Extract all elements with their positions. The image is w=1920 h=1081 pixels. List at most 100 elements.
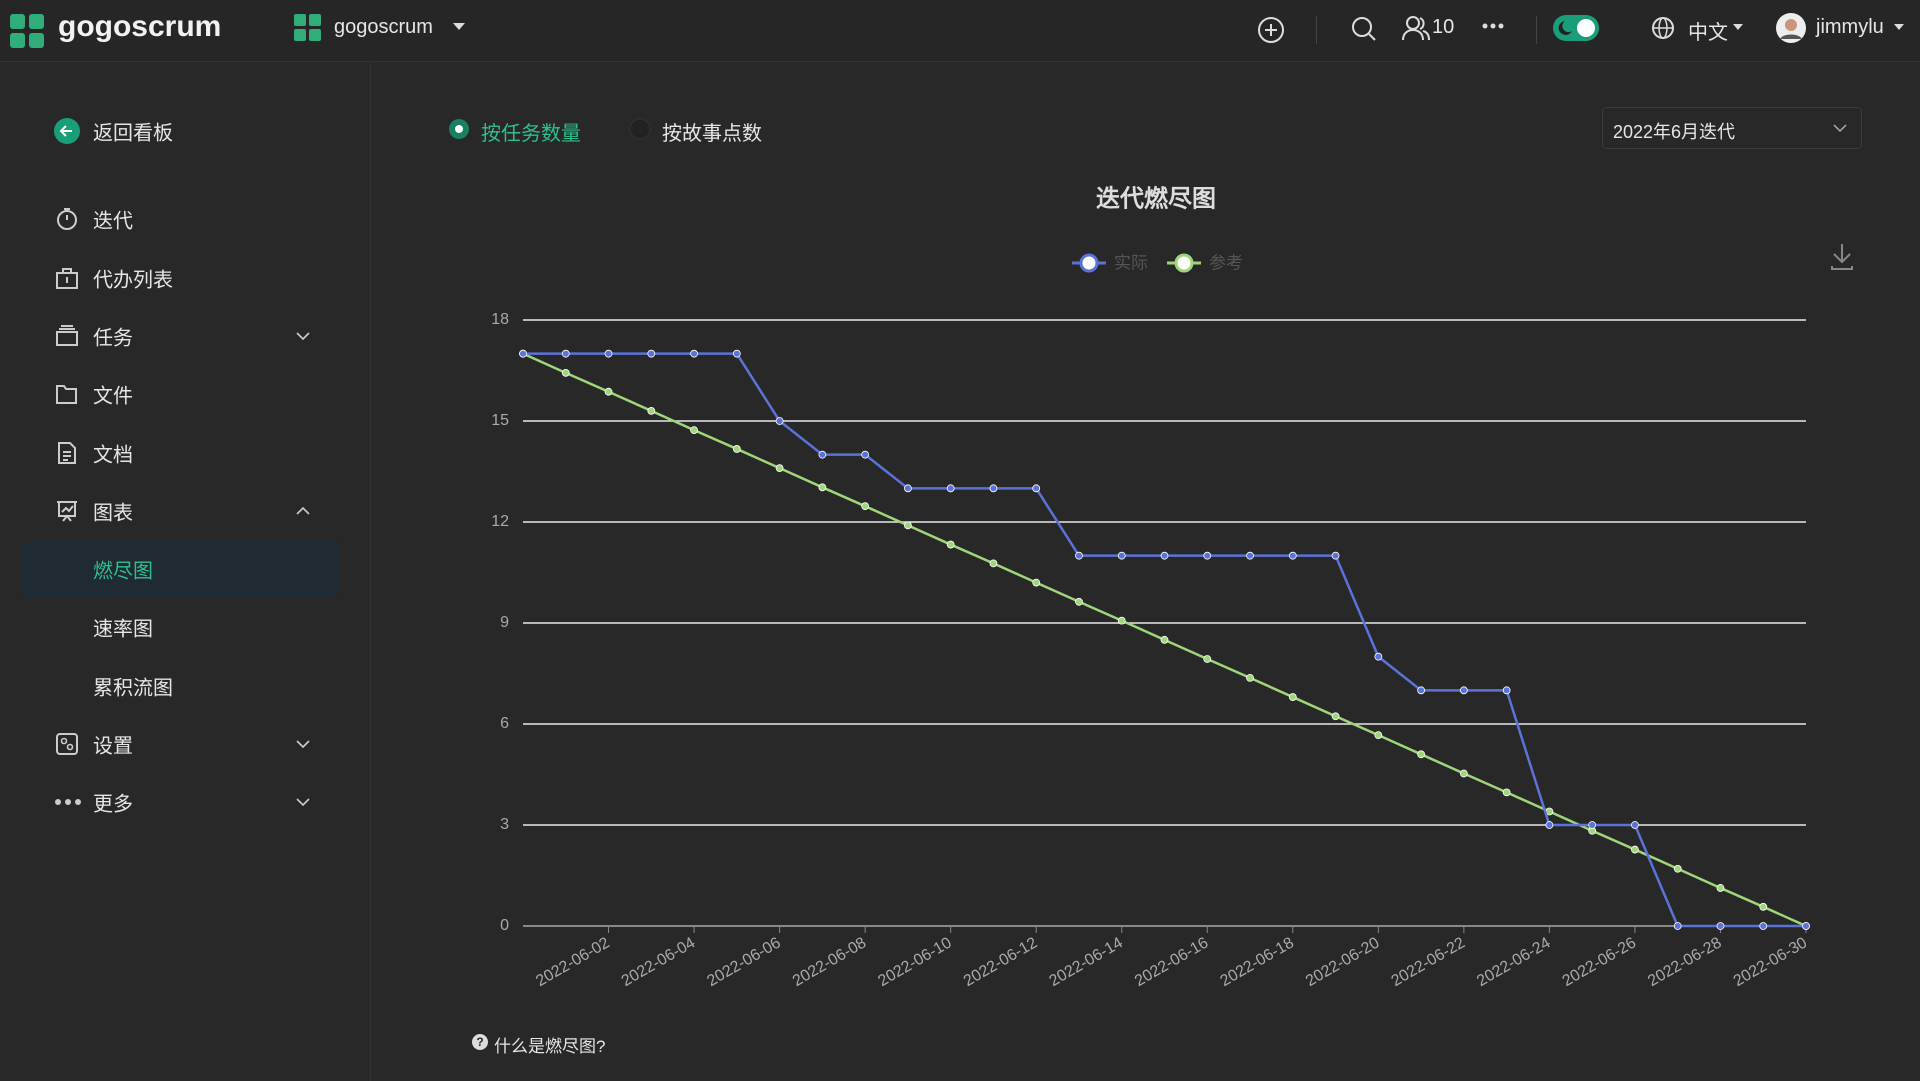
- y-tick-label: 9: [500, 614, 509, 631]
- data-point: [1759, 902, 1768, 911]
- y-tick-label: 3: [500, 816, 509, 833]
- x-tick-label: 2022-06-04: [619, 934, 698, 990]
- data-point: [1288, 551, 1297, 560]
- username[interactable]: jimmylu: [1816, 16, 1884, 38]
- legend-item[interactable]: 实际: [1072, 253, 1148, 273]
- data-point: [1673, 864, 1682, 873]
- data-point: [1203, 655, 1212, 663]
- radio-unchecked[interactable]: [629, 118, 651, 140]
- legend-marker: [1174, 253, 1194, 273]
- data-point: [647, 349, 656, 358]
- dropdown-caret: [1733, 24, 1743, 30]
- y-tick-label: 0: [500, 917, 509, 934]
- data-point: [1075, 551, 1083, 560]
- data-point: [604, 387, 613, 396]
- data-point: [1417, 750, 1425, 759]
- nav-item[interactable]: 任务: [93, 327, 133, 350]
- nav-item[interactable]: 迭代: [93, 210, 133, 233]
- data-point: [1203, 551, 1212, 560]
- nav-subitem-active[interactable]: 燃尽图: [93, 560, 153, 583]
- nav-subitem[interactable]: 累积流图: [93, 677, 173, 700]
- chevron-down: [1833, 124, 1847, 133]
- data-point: [775, 417, 784, 425]
- data-point: [1032, 578, 1041, 587]
- data-point: [818, 450, 827, 459]
- y-tick-label: 18: [491, 311, 509, 328]
- x-tick-label: 2022-06-18: [1218, 934, 1297, 990]
- nav-item[interactable]: 代办列表: [93, 269, 173, 292]
- data-point: [561, 368, 570, 377]
- nav-subitem[interactable]: 速率图: [93, 618, 153, 641]
- download-icon[interactable]: [1831, 244, 1853, 270]
- language[interactable]: 中文: [1688, 22, 1728, 44]
- search-icon[interactable]: [1350, 15, 1378, 43]
- data-point: [1459, 769, 1468, 778]
- chart-title: 迭代燃尽图: [1096, 185, 1216, 212]
- data-point: [989, 559, 998, 568]
- data-point: [690, 426, 698, 434]
- x-tick-label: 2022-06-30: [1731, 934, 1810, 990]
- data-point: [647, 406, 656, 415]
- y-tick-label: 6: [500, 715, 509, 732]
- chevron-down: [296, 332, 310, 341]
- chevron-up: [296, 506, 310, 515]
- project-name[interactable]: gogoscrum: [334, 16, 433, 38]
- divider: [1536, 16, 1537, 44]
- backlog-icon: [56, 268, 78, 289]
- radio-label[interactable]: 按故事点数: [662, 123, 762, 145]
- data-point: [1160, 551, 1169, 560]
- sprint-value: 2022年6月迭代: [1613, 122, 1736, 142]
- y-tick-label: 15: [491, 412, 509, 429]
- header: gogoscrum gogoscrum 10 中文 jimmylu: [0, 0, 1920, 62]
- data-point: [1374, 652, 1383, 661]
- x-tick-label: 2022-06-16: [1132, 934, 1211, 990]
- nav-item[interactable]: 文件: [93, 385, 133, 408]
- x-tick-label: 2022-06-10: [875, 934, 954, 990]
- chevron-down: [296, 740, 310, 749]
- data-point: [861, 450, 870, 459]
- avatar[interactable]: [1775, 12, 1807, 44]
- data-point: [861, 502, 870, 511]
- nav-item[interactable]: 更多: [93, 793, 133, 816]
- data-point: [561, 349, 570, 358]
- data-point: [1502, 686, 1511, 695]
- data-point: [1716, 884, 1725, 892]
- sprint-select[interactable]: 2022年6月迭代: [1602, 107, 1862, 149]
- radio-checked[interactable]: [448, 118, 470, 140]
- data-point: [775, 464, 784, 473]
- settings-icon: [56, 733, 78, 755]
- back-link[interactable]: 返回看板: [93, 122, 173, 145]
- sidebar: 返回看板 迭代 代办列表 任务 文件 文档 图表 燃尽图 速率图 累积流图 设置…: [0, 62, 371, 1081]
- logo-icon: [10, 14, 44, 48]
- nav-item[interactable]: 图表: [93, 502, 133, 525]
- data-point: [1246, 673, 1254, 682]
- chevron-down: [296, 798, 310, 807]
- sprint-icon: [57, 208, 77, 230]
- data-point: [1331, 551, 1340, 560]
- x-tick-label: 2022-06-28: [1645, 934, 1724, 990]
- radio-label[interactable]: 按任务数量: [481, 123, 581, 145]
- x-tick-label: 2022-06-26: [1560, 934, 1639, 990]
- dropdown-caret: [453, 23, 465, 30]
- data-point: [1288, 693, 1297, 701]
- more-dots: [55, 799, 81, 805]
- active-item-bg: [21, 541, 340, 598]
- data-point: [1246, 551, 1254, 560]
- more-icon[interactable]: [1482, 22, 1504, 30]
- x-tick-label: 2022-06-06: [704, 934, 783, 990]
- nav-item[interactable]: 文档: [93, 444, 133, 467]
- data-point: [1545, 821, 1554, 829]
- logo-text[interactable]: gogoscrum: [58, 10, 222, 43]
- y-tick-label: 12: [491, 513, 509, 530]
- help-link[interactable]: 什么是燃尽图?: [494, 1037, 606, 1056]
- data-point: [1802, 922, 1810, 930]
- data-point: [904, 521, 912, 530]
- theme-toggle[interactable]: [1553, 15, 1599, 41]
- members-count[interactable]: 10: [1432, 16, 1455, 38]
- data-point: [989, 484, 998, 493]
- data-point: [1417, 686, 1425, 695]
- dropdown-caret: [1894, 24, 1904, 30]
- nav-item[interactable]: 设置: [93, 735, 133, 758]
- add-icon[interactable]: [1256, 15, 1286, 45]
- legend-item[interactable]: 参考: [1167, 253, 1243, 273]
